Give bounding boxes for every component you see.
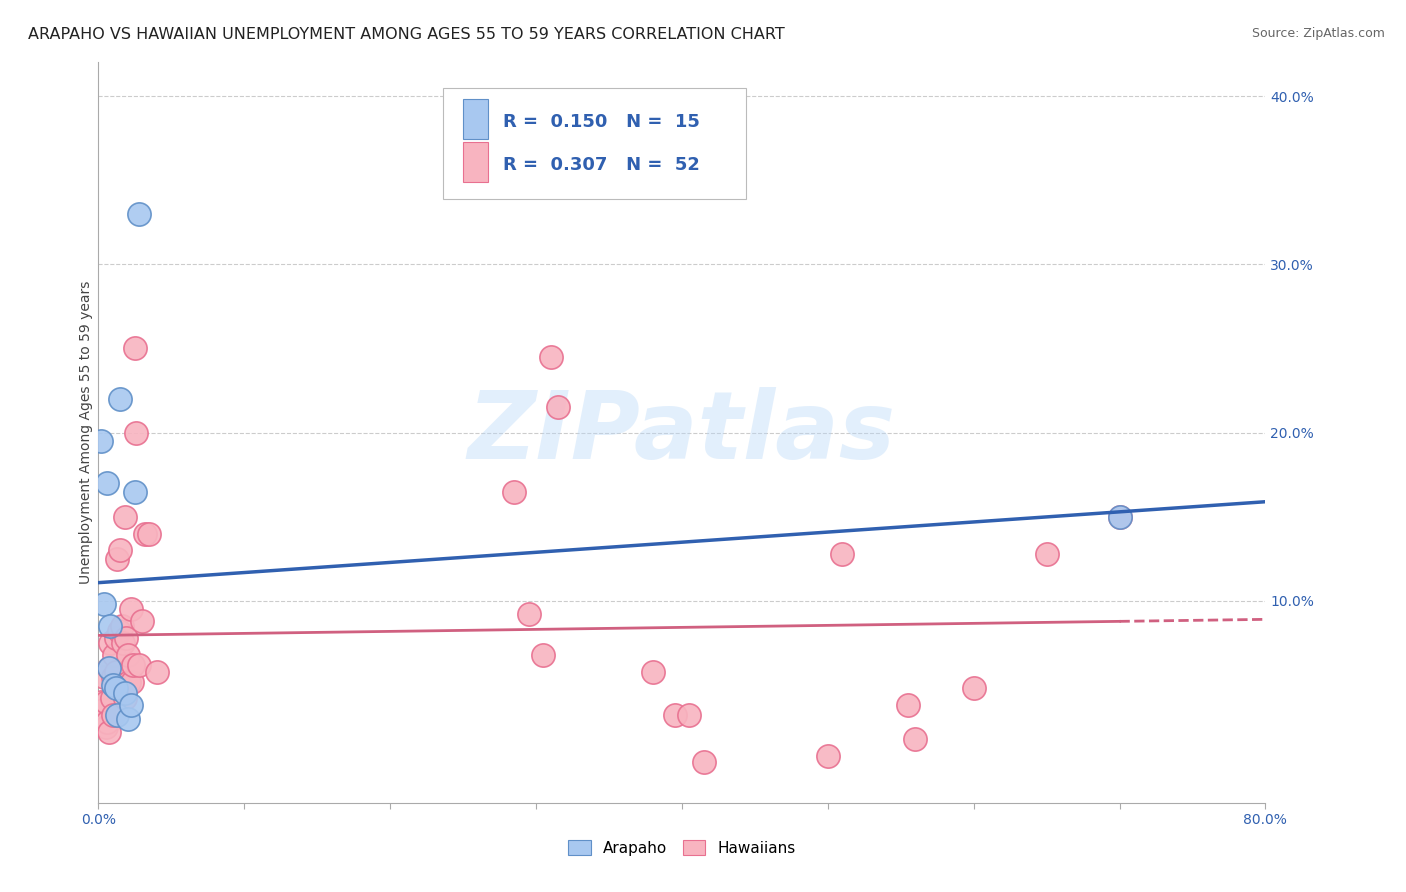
Point — [904, 731, 927, 746]
Bar — [463, 142, 488, 182]
Point — [97, 661, 120, 675]
Point — [97, 725, 120, 739]
Point — [110, 543, 132, 558]
Point — [104, 631, 127, 645]
Point — [93, 597, 115, 611]
Point — [1108, 509, 1130, 524]
Point — [124, 342, 146, 356]
Point — [641, 665, 664, 679]
Text: Source: ZipAtlas.com: Source: ZipAtlas.com — [1251, 27, 1385, 40]
Point — [117, 648, 139, 662]
Text: ARAPAHO VS HAWAIIAN UNEMPLOYMENT AMONG AGES 55 TO 59 YEARS CORRELATION CHART: ARAPAHO VS HAWAIIAN UNEMPLOYMENT AMONG A… — [28, 27, 785, 42]
Point — [105, 708, 128, 723]
Point — [664, 708, 686, 723]
Point — [531, 648, 554, 662]
Point — [517, 607, 540, 622]
Point — [90, 434, 112, 448]
Point — [104, 665, 127, 679]
Point — [122, 657, 145, 672]
Point — [101, 708, 124, 723]
Point — [94, 720, 117, 734]
Point — [540, 350, 562, 364]
Point — [101, 678, 124, 692]
Point — [120, 698, 142, 713]
Point — [146, 665, 169, 679]
Point — [96, 714, 118, 729]
Point — [1108, 509, 1130, 524]
Point — [114, 691, 136, 706]
Point — [693, 756, 716, 770]
Point — [93, 670, 115, 684]
Point — [131, 614, 153, 628]
Point — [114, 509, 136, 524]
Point — [128, 657, 150, 672]
Text: R =  0.307   N =  52: R = 0.307 N = 52 — [503, 156, 700, 174]
Point — [105, 551, 128, 566]
Bar — [463, 99, 488, 139]
Point — [138, 526, 160, 541]
Point — [110, 678, 132, 692]
Point — [831, 547, 853, 561]
Point — [817, 748, 839, 763]
Point — [108, 624, 131, 639]
Point — [97, 661, 120, 675]
Point — [114, 686, 136, 700]
Point — [98, 619, 121, 633]
Y-axis label: Unemployment Among Ages 55 to 59 years: Unemployment Among Ages 55 to 59 years — [79, 281, 93, 584]
Point — [117, 712, 139, 726]
Point — [134, 526, 156, 541]
Point — [547, 401, 569, 415]
Point — [96, 476, 118, 491]
Point — [678, 708, 700, 723]
Point — [98, 636, 121, 650]
Point — [120, 602, 142, 616]
Point — [100, 691, 122, 706]
FancyBboxPatch shape — [443, 88, 747, 200]
Point — [104, 681, 127, 696]
Point — [962, 681, 984, 696]
Point — [503, 484, 526, 499]
Point — [103, 648, 125, 662]
Point — [110, 392, 132, 406]
Point — [112, 636, 135, 650]
Point — [101, 670, 124, 684]
Point — [111, 619, 134, 633]
Point — [115, 631, 138, 645]
Point — [91, 703, 114, 717]
Point — [121, 674, 143, 689]
Point — [124, 484, 146, 499]
Point — [118, 674, 141, 689]
Text: R =  0.150   N =  15: R = 0.150 N = 15 — [503, 113, 700, 131]
Point — [125, 425, 148, 440]
Point — [128, 207, 150, 221]
Text: ZIPatlas: ZIPatlas — [468, 386, 896, 479]
Point — [94, 695, 117, 709]
Point — [897, 698, 920, 713]
Legend: Arapaho, Hawaiians: Arapaho, Hawaiians — [562, 834, 801, 862]
Point — [90, 695, 112, 709]
Point — [1035, 547, 1057, 561]
